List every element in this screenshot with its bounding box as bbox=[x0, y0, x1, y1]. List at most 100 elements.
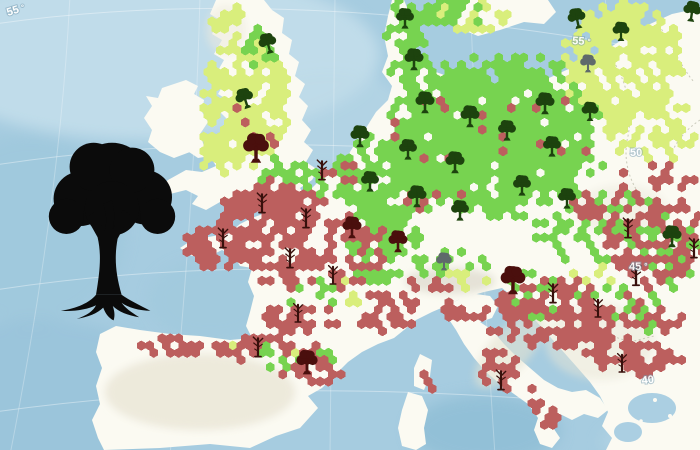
hex-cell-lightgreen bbox=[685, 138, 695, 150]
hex-cell-red bbox=[656, 304, 666, 315]
hex-cell-lightgreen bbox=[623, 102, 633, 114]
hex-cell-red bbox=[635, 369, 645, 380]
hex-cell-green bbox=[552, 124, 562, 135]
hex-cell-lightgreen bbox=[639, 30, 649, 42]
hex-cell-green bbox=[278, 167, 288, 178]
hex-cell-lightgreen bbox=[569, 268, 578, 279]
hex-cell-lightgreen bbox=[660, 66, 670, 78]
hex-cell-green bbox=[336, 182, 346, 193]
hex-cell-green bbox=[353, 167, 362, 178]
hex-cell-lightgreen bbox=[635, 124, 645, 135]
hex-cell-red bbox=[656, 218, 666, 229]
hex-cell-green bbox=[556, 246, 566, 258]
hex-cell-lightgreen bbox=[440, 2, 450, 13]
hex-cell-red bbox=[681, 246, 691, 258]
hex-cell-green bbox=[519, 81, 529, 92]
hex-cell-red bbox=[652, 340, 662, 351]
hex-cell-green bbox=[398, 203, 408, 214]
hex-cell-red bbox=[461, 311, 470, 322]
hex-cell-lightgreen bbox=[581, 45, 591, 56]
hex-cell-red bbox=[548, 405, 558, 416]
hex-cell-green bbox=[382, 30, 391, 42]
hex-cell-green bbox=[403, 124, 412, 135]
hex-cell-red bbox=[689, 174, 699, 186]
hex-cell-green bbox=[444, 66, 454, 78]
hex-cell-red bbox=[224, 203, 233, 214]
hex-cell-lightgreen bbox=[652, 95, 662, 106]
hex-cell-green bbox=[361, 268, 371, 279]
hex-cell-green bbox=[527, 138, 537, 150]
hex-cell-green bbox=[548, 59, 558, 70]
hex-cell-green bbox=[523, 117, 533, 128]
hex-cell-red bbox=[486, 326, 495, 337]
hex-cell-lightgreen bbox=[664, 30, 674, 42]
hex-cell-green bbox=[490, 117, 500, 128]
hex-cell-green bbox=[490, 131, 500, 142]
hex-cell-lightgreen bbox=[627, 9, 637, 20]
hex-cell-red bbox=[394, 311, 404, 322]
hex-cell-green bbox=[240, 45, 250, 56]
hex-cell-green bbox=[560, 153, 570, 164]
hex-cell-red bbox=[324, 318, 333, 330]
hex-cell-red bbox=[274, 261, 283, 272]
hex-cell-green bbox=[573, 102, 583, 114]
hex-cell-green bbox=[511, 196, 520, 207]
hex-cell-lightgreen bbox=[236, 153, 246, 164]
hex-cell-red bbox=[664, 160, 674, 171]
hex-cell-lightgreen bbox=[477, 23, 487, 34]
hex-cell-green bbox=[590, 246, 599, 258]
hex-cell-red bbox=[373, 304, 383, 315]
hex-cell-green bbox=[556, 117, 566, 128]
hex-cell-green bbox=[569, 81, 578, 92]
hex-cell-green bbox=[461, 0, 470, 6]
hex-cell-red bbox=[232, 246, 242, 258]
hex-cell-green bbox=[378, 210, 387, 222]
hex-cell-red bbox=[311, 210, 321, 222]
hex-cell-green bbox=[569, 138, 578, 150]
hex-cell-green bbox=[361, 138, 371, 150]
hex-cell-green bbox=[382, 275, 391, 286]
hex-cell-green bbox=[423, 160, 433, 171]
hex-cell-green bbox=[403, 38, 412, 49]
hex-cell-lightgreen bbox=[269, 124, 279, 135]
hex-cell-lightgreen bbox=[627, 66, 637, 78]
hex-cell-red bbox=[669, 254, 678, 265]
hex-cell-red bbox=[269, 225, 279, 236]
hex-cell-green bbox=[415, 131, 425, 142]
hex-cell-lightgreen bbox=[469, 9, 479, 20]
hex-cell-red bbox=[174, 347, 184, 358]
hex-cell-red bbox=[627, 354, 637, 366]
hex-cell-green bbox=[394, 210, 404, 222]
hex-cell-red bbox=[427, 383, 437, 394]
hex-cell-green bbox=[411, 225, 421, 236]
hex-cell-lightgreen bbox=[436, 9, 445, 20]
hex-cell-red bbox=[278, 239, 288, 250]
hex-cell-red bbox=[361, 225, 371, 236]
hex-cell-red bbox=[195, 239, 204, 250]
hex-cell-green bbox=[390, 174, 400, 186]
hex-cell-green bbox=[269, 153, 279, 164]
hex-cell-red bbox=[390, 304, 400, 315]
hex-cell-red bbox=[648, 160, 657, 171]
hex-cell-red bbox=[635, 354, 645, 366]
hex-cell-red bbox=[527, 297, 537, 308]
hex-cell-red bbox=[457, 189, 466, 200]
hex-cell-green bbox=[481, 131, 491, 142]
hex-cell-red bbox=[286, 268, 296, 279]
hex-cell-red bbox=[652, 268, 662, 279]
hex-cell-green bbox=[265, 347, 275, 358]
hex-cell-red bbox=[631, 218, 641, 229]
hex-cell-lightgreen bbox=[245, 124, 254, 135]
hex-cell-green bbox=[432, 117, 441, 128]
hex-cell-green bbox=[432, 160, 441, 171]
hex-cell-red bbox=[328, 225, 337, 236]
hex-cell-green bbox=[552, 110, 562, 121]
hex-cell-lightgreen bbox=[669, 52, 678, 63]
hex-cell-red bbox=[361, 239, 371, 250]
hex-cell-red bbox=[373, 246, 383, 258]
hex-cell-lightgreen bbox=[648, 131, 657, 142]
hex-cell-red bbox=[606, 218, 616, 229]
hex-cell-lightgreen bbox=[494, 9, 504, 20]
hex-cell-green bbox=[353, 268, 362, 279]
